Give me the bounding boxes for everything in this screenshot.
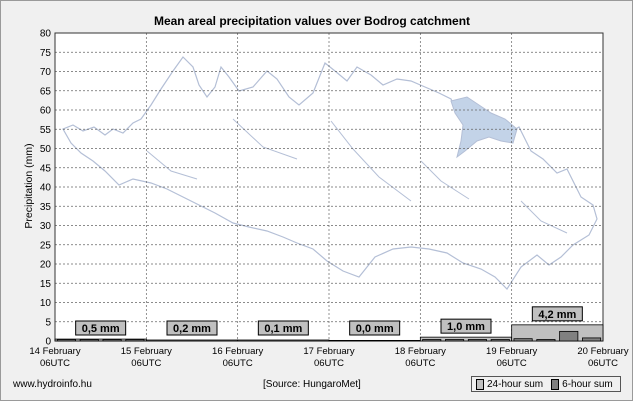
bar-24h-sum <box>237 339 330 342</box>
y-tick-label: 75 <box>40 48 52 59</box>
map-internal-border <box>520 200 568 234</box>
bar-6h-sum <box>79 339 99 342</box>
y-tick-label: 65 <box>40 86 52 97</box>
y-tick-label: 15 <box>40 279 52 290</box>
daily-value-label-box <box>440 318 492 334</box>
x-tick-label-date: 17 February <box>303 346 354 357</box>
bodrog-catchment-area <box>450 96 518 159</box>
y-tick-label: 10 <box>40 298 52 309</box>
daily-value-label-box <box>75 320 127 336</box>
y-tick-label: 70 <box>40 67 52 78</box>
daily-value-label-box <box>257 320 309 336</box>
x-tick-label-time: 06UTC <box>223 358 253 369</box>
map-internal-border <box>330 120 412 202</box>
y-tick-label: 50 <box>40 144 52 155</box>
y-tick-label: 60 <box>40 106 52 117</box>
x-tick-label-time: 06UTC <box>131 358 161 369</box>
y-tick-label: 55 <box>40 125 52 136</box>
x-tick-label-time: 06UTC <box>588 358 618 369</box>
x-tick-label-date: 15 February <box>121 346 172 357</box>
daily-value-label: 0,2 mm <box>173 323 211 335</box>
bar-6h-sum <box>445 339 465 342</box>
y-tick-label: 40 <box>40 183 52 194</box>
bar-6h-sum <box>582 337 602 342</box>
x-tick-label-date: 16 February <box>212 346 263 357</box>
bar-24h-sum <box>511 324 604 342</box>
legend-label-24h: 24-hour sum <box>487 378 544 390</box>
daily-value-label: 0,0 mm <box>356 323 394 335</box>
y-tick-label: 35 <box>40 202 52 213</box>
daily-value-label: 0,5 mm <box>82 323 120 335</box>
legend-label-6h: 6-hour sum <box>562 378 613 390</box>
y-tick-label: 30 <box>40 221 52 232</box>
map-internal-border <box>146 150 198 180</box>
bar-6h-sum <box>536 339 556 342</box>
bar-6h-sum <box>467 339 487 342</box>
bar-6h-sum <box>559 330 579 342</box>
x-tick-label-time: 06UTC <box>314 358 344 369</box>
catchment-map-outline <box>62 56 598 290</box>
bar-24h-sum <box>145 339 239 342</box>
y-axis-label: Precipitation (mm) <box>23 143 35 228</box>
x-tick-label-date: 14 February <box>29 346 80 357</box>
bar-6h-sum <box>56 339 76 342</box>
bar-6h-sum <box>490 339 510 342</box>
y-tick-label: 20 <box>40 260 52 271</box>
map-internal-border <box>232 118 298 160</box>
bar-24h-sum <box>328 339 421 342</box>
daily-value-label-box <box>166 320 218 336</box>
y-tick-label: 45 <box>40 163 52 174</box>
legend: 24-hour sum 6-hour sum <box>471 376 621 392</box>
source-text: [Source: HungaroMet] <box>263 379 361 390</box>
x-tick-label-date: 19 February <box>486 346 537 357</box>
y-tick-label: 5 <box>45 317 51 328</box>
chart-title: Mean areal precipitation values over Bod… <box>154 14 470 28</box>
y-tick-label: 80 <box>40 29 52 40</box>
daily-value-label-box <box>531 306 583 322</box>
bar-6h-sum <box>102 339 122 342</box>
daily-value-label: 0,1 mm <box>264 323 302 335</box>
x-tick-label-date: 18 February <box>395 346 446 357</box>
daily-value-label: 4,2 mm <box>538 309 576 321</box>
legend-swatch-24h <box>476 378 484 390</box>
x-tick-label-time: 06UTC <box>405 358 435 369</box>
website-text: www.hydroinfo.hu <box>13 379 92 390</box>
x-tick-label-time: 06UTC <box>40 358 70 369</box>
legend-swatch-6h <box>551 378 560 390</box>
x-tick-label-date: 20 February <box>577 346 628 357</box>
daily-value-label: 1,0 mm <box>447 321 485 333</box>
bar-6h-sum <box>422 339 442 342</box>
x-tick-label-time: 06UTC <box>497 358 527 369</box>
bar-6h-sum <box>513 338 533 342</box>
bar-6h-sum <box>125 339 145 342</box>
y-tick-label: 0 <box>45 337 51 348</box>
y-tick-label: 25 <box>40 240 52 251</box>
daily-value-label-box <box>349 320 401 336</box>
